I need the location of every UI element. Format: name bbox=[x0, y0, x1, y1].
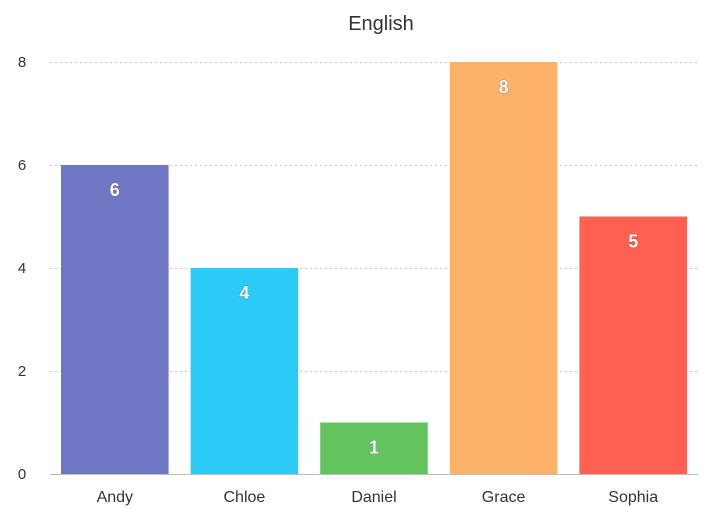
data-label: 5 bbox=[628, 232, 638, 252]
bar-andy bbox=[61, 165, 169, 474]
data-label: 4 bbox=[239, 283, 249, 303]
data-labels: 6 4 1 8 5 bbox=[109, 77, 638, 458]
x-category-label: Daniel bbox=[351, 489, 396, 506]
x-category-label: Andy bbox=[97, 489, 133, 506]
x-category-label: Chloe bbox=[223, 489, 265, 506]
chart-title: English bbox=[348, 13, 414, 35]
data-label: 1 bbox=[369, 438, 379, 458]
y-tick-label: 8 bbox=[18, 54, 26, 71]
bar-daniel bbox=[320, 422, 428, 474]
bar-sophia bbox=[579, 216, 687, 474]
bars bbox=[61, 62, 687, 474]
y-tick-label: 4 bbox=[18, 260, 26, 277]
y-axis-ticks: 0 2 4 6 8 bbox=[18, 54, 26, 483]
x-category-label: Grace bbox=[482, 489, 526, 506]
y-tick-label: 6 bbox=[18, 157, 26, 174]
y-tick-label: 2 bbox=[18, 363, 26, 380]
data-label: 6 bbox=[110, 180, 120, 200]
data-label: 8 bbox=[499, 77, 509, 97]
x-category-label: Sophia bbox=[608, 489, 658, 506]
y-tick-label: 0 bbox=[18, 466, 26, 483]
bar-grace bbox=[449, 62, 558, 474]
x-axis-categories: Andy Chloe Daniel Grace Sophia bbox=[97, 489, 659, 506]
bar-chloe bbox=[190, 268, 299, 474]
